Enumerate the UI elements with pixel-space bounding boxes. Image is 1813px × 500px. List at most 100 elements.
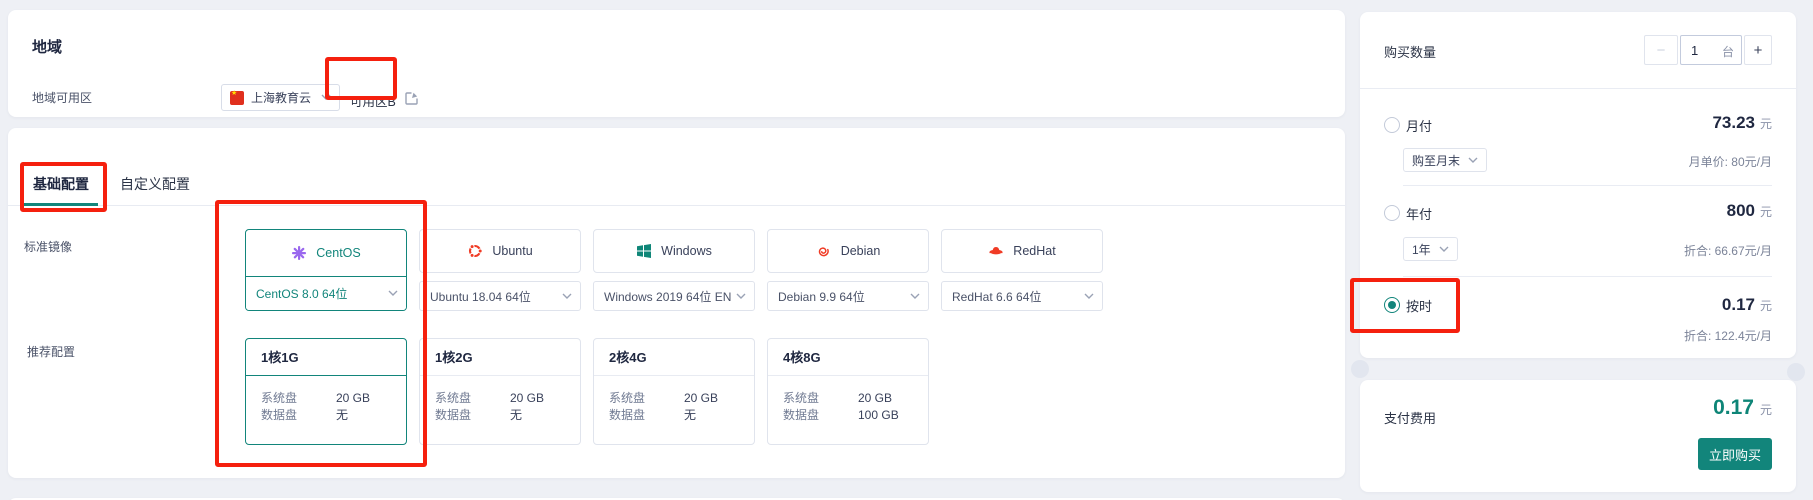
os-image-options: CentOS CentOS 8.0 64位 [245, 229, 1103, 311]
spec-card-1c2g[interactable]: 1核2G 系统盘 20 GB 数据盘 无 [419, 338, 581, 445]
system-disk-label: 系统盘 [783, 391, 820, 405]
quantity-unit: 台 [1721, 45, 1734, 59]
spec-title: 2核4G [594, 339, 754, 376]
tab-custom-config[interactable]: 自定义配置 [120, 175, 190, 192]
region-select[interactable]: 上海教育云 [221, 84, 340, 111]
payment-total-card: 支付费用 0.17 元 立即购买 [1360, 380, 1796, 492]
pay-total-price: 0.17 元 [1713, 396, 1772, 420]
quantity-plus-button[interactable]: + [1744, 35, 1772, 65]
os-name: Windows [661, 244, 712, 258]
system-disk-value: 20 GB [336, 391, 371, 405]
os-version-value: RedHat 6.6 64位 [952, 289, 1042, 304]
os-name: Ubuntu [492, 244, 533, 258]
chevron-down-icon [736, 293, 746, 300]
edit-square-icon[interactable] [404, 90, 420, 106]
hourly-equivalent-note: 折合: 122.4元/月 [1683, 329, 1772, 343]
availability-zone-value[interactable]: 可用区B [350, 95, 396, 109]
system-disk-value: 20 GB [684, 391, 719, 405]
divider [1403, 185, 1772, 186]
spec-card-4c8g[interactable]: 4核8G 系统盘 20 GB 数据盘 100 GB [767, 338, 929, 445]
spec-options: 1核1G 系统盘 20 GB 数据盘 无 1核2G 系统盘 20 GB 数据盘 无 2核… [245, 338, 929, 445]
pay-total-label: 支付费用 [1384, 411, 1437, 426]
region-section-card: 地域 地域可用区 上海教育云 可用区B [8, 10, 1345, 117]
spec-title: 4核8G [768, 339, 928, 376]
yearly-equivalent-note: 折合: 66.67元/月 [1683, 244, 1772, 258]
quantity-label: 购买数量 [1384, 45, 1437, 60]
windows-logo-icon [636, 243, 652, 259]
pay-option-label: 年付 [1406, 206, 1433, 222]
select-value: 购至月末 [1412, 153, 1461, 168]
divider [1403, 276, 1772, 277]
data-disk-value: 无 [684, 408, 697, 422]
price-currency: 元 [1759, 403, 1772, 417]
system-disk-value: 20 GB [858, 391, 893, 405]
chevron-down-icon [910, 293, 920, 300]
divider [1360, 88, 1796, 89]
next-section-card-peek [8, 498, 1345, 500]
data-disk-value: 100 GB [858, 408, 899, 422]
card-gap-notch-right [1787, 363, 1805, 381]
os-version-select-debian[interactable]: Debian 9.9 64位 [767, 281, 929, 311]
pay-option-label: 按时 [1406, 298, 1433, 314]
os-option-centos[interactable]: CentOS [246, 230, 406, 277]
pay-option-yearly: 年付 [1384, 203, 1432, 223]
price-number: 0.17 [1713, 396, 1754, 419]
order-summary-card: 购买数量 − 台 + 月付 73.23 元 购至月末 月单价: 80元/月 [1350, 12, 1796, 358]
redhat-fedora-icon [988, 243, 1004, 259]
data-disk-label: 数据盘 [609, 408, 646, 422]
tab-basic-config[interactable]: 基础配置 [22, 162, 98, 206]
os-version-select-redhat[interactable]: RedHat 6.6 64位 [941, 281, 1103, 311]
chevron-down-icon [1084, 293, 1094, 300]
os-option-debian[interactable]: Debian [767, 229, 929, 273]
radio-monthly[interactable] [1384, 117, 1400, 133]
os-version-select-ubuntu[interactable]: Ubuntu 18.04 64位 [419, 281, 581, 311]
centos-starburst-icon [291, 245, 307, 261]
system-disk-label: 系统盘 [435, 391, 472, 405]
spec-body: 系统盘 20 GB 数据盘 无 [420, 376, 580, 424]
data-disk-label: 数据盘 [783, 408, 820, 422]
chevron-down-icon [562, 293, 572, 300]
system-disk-value: 20 GB [510, 391, 545, 405]
chevron-down-icon [1439, 246, 1449, 253]
quantity-minus-button[interactable]: − [1644, 35, 1678, 65]
monthly-duration-select[interactable]: 购至月末 [1403, 148, 1488, 172]
data-disk-value: 无 [510, 408, 523, 422]
os-card-ubuntu: Ubuntu Ubuntu 18.04 64位 [419, 229, 581, 311]
os-version-value: CentOS 8.0 64位 [256, 287, 348, 301]
pay-option-hourly: 按时 [1384, 295, 1432, 315]
pay-option-monthly: 月付 [1384, 115, 1432, 135]
price-number: 800 [1726, 201, 1755, 220]
os-option-windows[interactable]: Windows [593, 229, 755, 273]
yearly-duration-select[interactable]: 1年 [1403, 237, 1458, 261]
chevron-down-icon [1468, 157, 1478, 164]
spec-body: 系统盘 20 GB 数据盘 无 [246, 376, 406, 424]
chevron-down-icon [321, 94, 331, 101]
price-number: 0.17 [1721, 295, 1755, 314]
os-version-select-windows[interactable]: Windows 2019 64位 EN [593, 281, 755, 311]
radio-hourly[interactable] [1384, 297, 1400, 313]
os-name: CentOS [316, 246, 361, 260]
config-tabs: 基础配置 自定义配置 [8, 162, 1345, 206]
buy-now-button[interactable]: 立即购买 [1698, 438, 1772, 470]
os-name: RedHat [1013, 244, 1056, 258]
price-currency: 元 [1759, 205, 1772, 219]
spec-title: 1核2G [420, 339, 580, 376]
spec-card-2c4g[interactable]: 2核4G 系统盘 20 GB 数据盘 无 [593, 338, 755, 445]
data-disk-label: 数据盘 [435, 408, 472, 422]
os-version-select-centos[interactable]: CentOS 8.0 64位 [246, 277, 406, 310]
spec-body: 系统盘 20 GB 数据盘 100 GB [768, 376, 928, 424]
os-version-value: Debian 9.9 64位 [778, 289, 865, 304]
os-version-value: Windows 2019 64位 EN [604, 289, 732, 304]
os-option-ubuntu[interactable]: Ubuntu [419, 229, 581, 273]
region-zone-row-label: 地域可用区 [32, 91, 93, 105]
spec-card-1c1g[interactable]: 1核1G 系统盘 20 GB 数据盘 无 [245, 338, 407, 445]
os-card-redhat: RedHat RedHat 6.6 64位 [941, 229, 1103, 311]
quantity-input[interactable] [1680, 35, 1742, 65]
radio-yearly[interactable] [1384, 205, 1400, 221]
system-disk-label: 系统盘 [261, 391, 298, 405]
os-option-redhat[interactable]: RedHat [941, 229, 1103, 273]
price-currency: 元 [1759, 117, 1772, 131]
region-title: 地域 [32, 39, 63, 56]
yearly-price: 800 元 [1727, 201, 1772, 221]
